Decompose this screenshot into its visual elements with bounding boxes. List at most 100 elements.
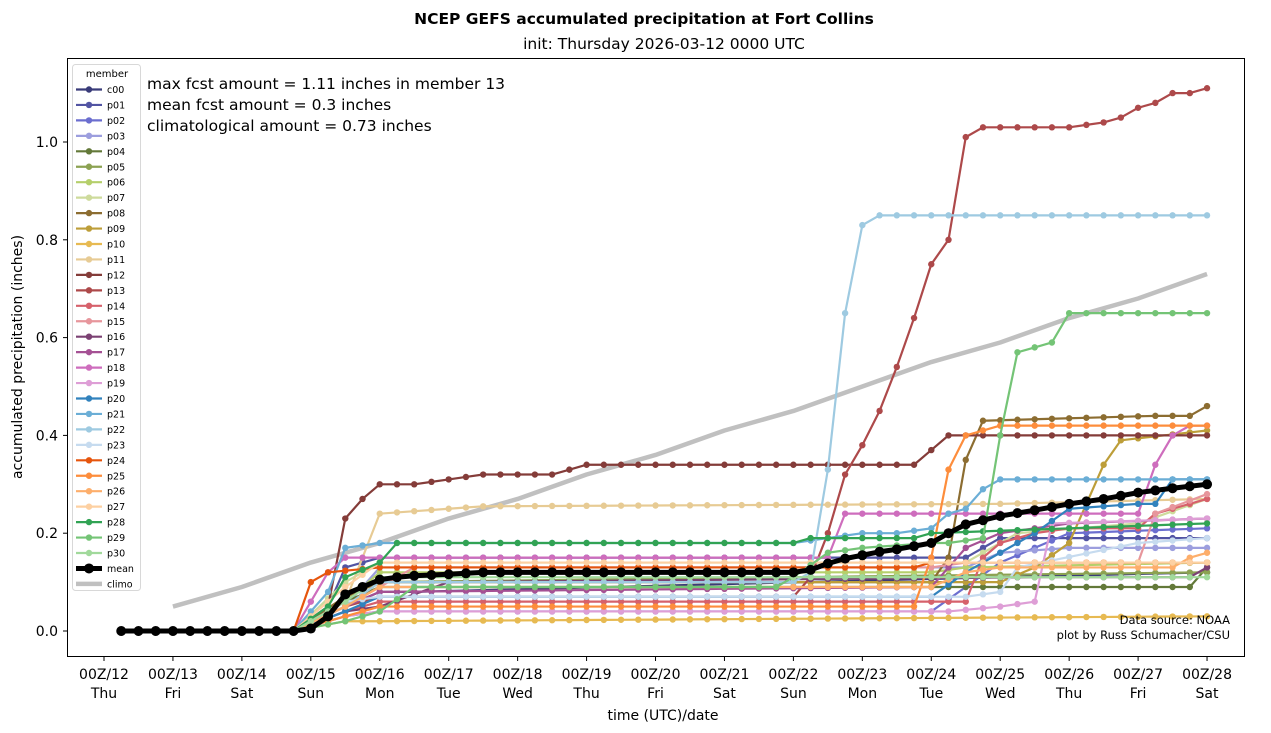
data-point-p01 bbox=[979, 544, 987, 552]
data-point-p23 bbox=[876, 593, 883, 600]
data-point-p12 bbox=[548, 471, 556, 478]
data-point-p18 bbox=[600, 554, 608, 561]
data-point-p27 bbox=[1014, 559, 1021, 566]
legend-label: p08 bbox=[107, 209, 125, 220]
data-point-p23 bbox=[617, 593, 625, 600]
data-point-p18 bbox=[428, 554, 435, 561]
data-point-p12 bbox=[617, 461, 625, 468]
data-point-p26 bbox=[1031, 564, 1038, 571]
data-point-p22 bbox=[841, 309, 849, 317]
data-point-p10 bbox=[411, 617, 418, 625]
data-point-p27 bbox=[514, 559, 521, 566]
legend-marker bbox=[85, 333, 93, 340]
data-point-mean bbox=[719, 567, 730, 578]
data-point-p24 bbox=[376, 564, 383, 571]
data-point-p18 bbox=[704, 554, 711, 561]
data-point-p25 bbox=[738, 603, 745, 610]
data-point-p29 bbox=[617, 583, 625, 591]
data-point-p25 bbox=[342, 613, 349, 620]
data-point-p12 bbox=[790, 461, 797, 468]
data-point-p08 bbox=[1186, 412, 1194, 420]
data-point-p08 bbox=[979, 417, 987, 424]
data-point-p25 bbox=[979, 427, 987, 434]
data-point-p09 bbox=[979, 578, 987, 586]
data-point-p30 bbox=[1065, 574, 1073, 581]
data-point-p22 bbox=[1134, 212, 1142, 219]
legend-label: p12 bbox=[107, 270, 125, 281]
x-tick-label: 00Z/21 bbox=[699, 667, 749, 683]
data-point-p18 bbox=[841, 510, 849, 517]
data-point-p10 bbox=[600, 616, 608, 624]
x-tick-label: 00Z/17 bbox=[424, 667, 474, 683]
data-point-p18 bbox=[514, 554, 521, 561]
data-point-p29 bbox=[600, 583, 608, 591]
data-point-p14 bbox=[807, 598, 814, 605]
data-point-p27 bbox=[772, 559, 780, 566]
data-point-p28 bbox=[1031, 526, 1038, 533]
data-point-p23 bbox=[514, 593, 521, 600]
data-point-p14 bbox=[566, 598, 573, 605]
data-point-p25 bbox=[359, 608, 366, 615]
data-point-p18 bbox=[1169, 432, 1176, 439]
data-point-p19 bbox=[497, 608, 504, 615]
data-point-mean bbox=[702, 567, 713, 578]
data-point-p22 bbox=[1048, 212, 1056, 219]
data-point-p18 bbox=[721, 554, 728, 561]
data-point-p03 bbox=[1048, 545, 1056, 553]
data-point-p29 bbox=[566, 583, 573, 591]
data-point-p12 bbox=[945, 432, 952, 439]
data-point-p10 bbox=[445, 617, 452, 625]
data-point-p06 bbox=[893, 569, 901, 576]
legend-marker bbox=[85, 240, 93, 248]
data-point-p29 bbox=[738, 583, 745, 591]
data-point-p04 bbox=[1031, 583, 1038, 591]
data-point-mean bbox=[167, 626, 178, 636]
data-point-p28 bbox=[824, 534, 832, 542]
legend-item-p06: p06 bbox=[76, 178, 125, 189]
data-point-p27 bbox=[1117, 559, 1125, 566]
data-point-mean bbox=[1150, 485, 1161, 496]
data-point-p06 bbox=[910, 569, 918, 576]
data-point-p04 bbox=[1083, 583, 1090, 591]
data-point-p06 bbox=[859, 569, 866, 576]
data-point-p11 bbox=[462, 504, 470, 511]
legend-label: p01 bbox=[107, 100, 125, 111]
data-point-p20 bbox=[1014, 539, 1021, 547]
data-point-p13 bbox=[1031, 124, 1038, 131]
data-point-p30 bbox=[807, 574, 814, 581]
x-tick-weekday: Sun bbox=[780, 686, 807, 702]
data-point-p11 bbox=[497, 503, 504, 510]
data-point-p12 bbox=[704, 461, 711, 468]
data-point-p27 bbox=[1186, 559, 1194, 566]
data-point-p02 bbox=[1186, 525, 1194, 533]
data-point-p29 bbox=[342, 618, 349, 625]
data-point-p05 bbox=[1169, 569, 1176, 576]
data-point-p28 bbox=[807, 534, 814, 542]
legend-item-p03: p03 bbox=[76, 131, 125, 142]
data-point-p19 bbox=[1065, 519, 1073, 527]
data-point-p23 bbox=[1203, 534, 1211, 542]
data-point-p26 bbox=[1134, 564, 1142, 571]
data-point-p11 bbox=[772, 501, 780, 509]
legend-marker bbox=[85, 364, 93, 371]
data-point-p25 bbox=[1048, 422, 1056, 429]
data-point-p13 bbox=[824, 530, 832, 537]
x-tick-label: 00Z/26 bbox=[1044, 667, 1094, 683]
legend-marker bbox=[85, 194, 93, 201]
x-tick-weekday: Sat bbox=[713, 686, 736, 702]
data-point-p10 bbox=[669, 616, 676, 623]
credit-source: Data source: NOAA bbox=[1120, 613, 1230, 627]
data-point-p11 bbox=[479, 503, 487, 510]
data-point-p14 bbox=[669, 598, 676, 605]
data-point-p29 bbox=[945, 539, 952, 547]
data-point-p22 bbox=[945, 212, 952, 219]
data-point-p23 bbox=[652, 593, 659, 600]
data-point-p18 bbox=[462, 554, 470, 561]
data-point-p14 bbox=[411, 598, 418, 605]
data-point-p29 bbox=[1186, 309, 1194, 317]
data-point-p09 bbox=[1065, 539, 1073, 547]
data-point-mean bbox=[495, 567, 506, 578]
data-point-p10 bbox=[1100, 613, 1107, 621]
legend-label: p18 bbox=[107, 363, 125, 374]
data-point-p03 bbox=[1014, 548, 1021, 555]
